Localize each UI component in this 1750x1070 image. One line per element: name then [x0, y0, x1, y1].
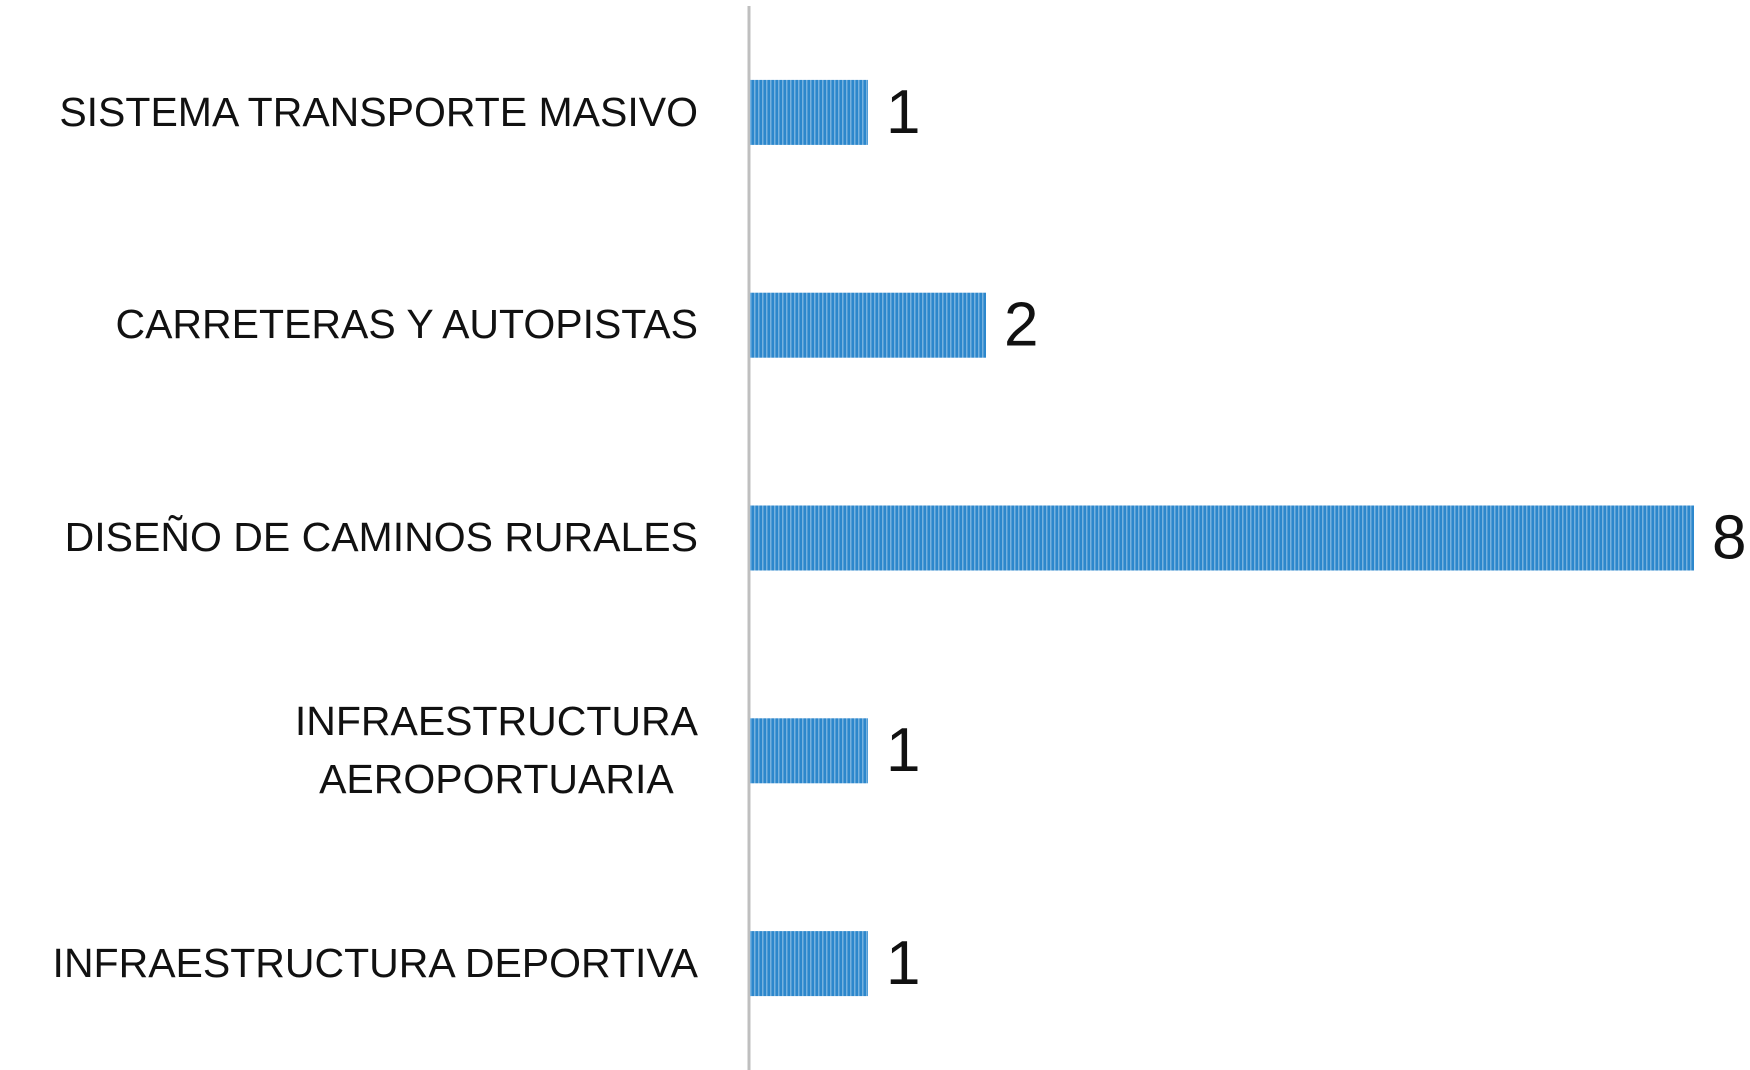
y-tick-label: INFRAESTRUCTURA DEPORTIVA — [52, 939, 698, 986]
y-tick-label: INFRAESTRUCTURA AEROPORTUARIA — [294, 698, 698, 802]
value-label: 1 — [886, 716, 920, 785]
bar — [750, 931, 868, 997]
bar — [750, 718, 868, 784]
value-label: 2 — [1004, 291, 1038, 360]
value-label: 1 — [886, 929, 920, 998]
y-tick-label: CARRETERAS Y AUTOPISTAS — [115, 301, 698, 348]
bar — [750, 505, 1694, 571]
category-label-box: INFRAESTRUCTURA AEROPORTUARIA — [295, 671, 698, 831]
bar — [750, 79, 868, 145]
y-tick-label: SISTEMA TRANSPORTE MASIVO — [59, 88, 698, 135]
category-label-box: CARRETERAS Y AUTOPISTAS — [115, 245, 698, 405]
bar — [750, 292, 986, 358]
category-label-box: SISTEMA TRANSPORTE MASIVO — [59, 32, 698, 192]
category-label-box: DISEÑO DE CAMINOS RURALES — [65, 458, 698, 618]
y-tick-label: DISEÑO DE CAMINOS RURALES — [64, 514, 698, 561]
value-label: 1 — [886, 78, 920, 147]
category-label-box: INFRAESTRUCTURA DEPORTIVA — [53, 884, 698, 1044]
value-label: 8 — [1712, 503, 1746, 572]
